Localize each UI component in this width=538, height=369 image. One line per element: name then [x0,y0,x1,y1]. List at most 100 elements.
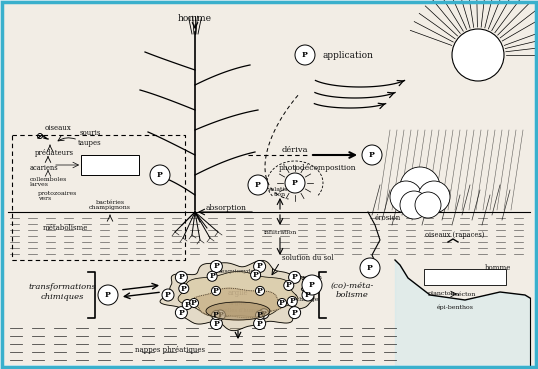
Text: métabolisme: métabolisme [43,224,88,232]
Circle shape [452,29,504,81]
Text: P: P [214,262,220,270]
Circle shape [182,300,192,310]
Text: P: P [257,311,263,319]
Circle shape [288,307,301,319]
Circle shape [189,299,199,307]
Text: acariens: acariens [30,164,59,172]
Text: érosion: érosion [375,214,401,222]
Text: sesquioxydes: sesquioxydes [218,269,258,273]
Circle shape [211,286,221,295]
Text: solution du sol: solution du sol [282,254,334,262]
Polygon shape [206,302,270,320]
Text: P: P [257,320,263,328]
Text: collemboles
larves: collemboles larves [30,177,67,187]
Polygon shape [160,261,314,331]
Circle shape [207,271,217,281]
Text: P: P [292,273,298,282]
Text: oiseaux (rapaces): oiseaux (rapaces) [426,231,485,239]
Text: P: P [157,171,163,179]
Text: P: P [213,287,219,295]
Text: P: P [292,179,298,187]
Text: échange: échange [293,296,319,302]
FancyBboxPatch shape [81,155,138,175]
Circle shape [210,261,222,272]
Text: P: P [309,281,315,289]
Text: P: P [302,51,308,59]
Circle shape [256,286,265,295]
Text: P: P [253,271,259,279]
Circle shape [360,258,380,278]
FancyBboxPatch shape [424,269,506,285]
Circle shape [248,175,268,195]
Circle shape [287,296,297,307]
Text: P: P [255,181,261,189]
Circle shape [415,192,441,218]
Text: P: P [191,299,197,307]
Text: photodécomposition: photodécomposition [279,164,357,172]
Circle shape [179,283,189,293]
Text: P: P [286,282,292,289]
Circle shape [215,310,225,320]
Text: oiseaux: oiseaux [45,124,72,132]
Text: prédateurs: prédateurs [35,149,74,157]
Text: P: P [305,291,311,299]
Text: application: application [322,51,373,59]
Text: bactéries
champignons: bactéries champignons [89,200,131,210]
Circle shape [295,45,315,65]
Circle shape [259,309,269,319]
Text: P: P [367,264,373,272]
Circle shape [210,318,222,330]
Text: homme: homme [178,14,212,23]
Text: P: P [213,311,219,319]
Text: souris
taupes: souris taupes [78,130,102,146]
Text: réseaux
alimentaires: réseaux alimentaires [89,160,129,170]
Text: P: P [181,284,187,293]
Polygon shape [178,272,298,317]
Text: P: P [179,308,185,317]
Circle shape [302,289,314,301]
Text: homme: homme [485,264,511,272]
Circle shape [98,285,118,305]
Circle shape [285,173,305,193]
Circle shape [150,165,170,185]
Circle shape [400,191,428,219]
Text: P: P [292,308,298,317]
Text: absorption: absorption [206,204,246,212]
Circle shape [175,271,187,283]
Circle shape [390,181,422,213]
Text: micelles d'humus: micelles d'humus [215,308,261,314]
Text: plancton: plancton [428,292,456,297]
Text: épi-benthos: épi-benthos [436,304,473,310]
Text: P: P [257,262,263,270]
Circle shape [211,311,221,320]
Circle shape [256,311,265,320]
Circle shape [253,318,266,330]
Text: bioconcentration: bioconcentration [436,273,494,281]
Text: nappes phréatiques: nappes phréatiques [135,346,205,354]
Circle shape [362,145,382,165]
FancyBboxPatch shape [4,4,534,365]
Text: protozoaires
vers: protozoaires vers [38,191,77,201]
Text: P: P [279,299,285,307]
Text: P: P [217,311,223,319]
Text: P: P [179,273,185,282]
Polygon shape [193,288,284,318]
Text: adsorption: adsorption [289,276,323,280]
Circle shape [162,289,174,301]
Circle shape [175,307,187,319]
Text: P: P [214,320,220,328]
Text: P: P [257,287,263,295]
Text: transformations
chimiques: transformations chimiques [28,283,96,301]
Circle shape [400,167,440,207]
Text: argile: argile [229,300,247,306]
Circle shape [284,280,294,290]
Text: volatisa-
tion: volatisa- tion [267,187,293,197]
Text: P: P [185,300,190,308]
Text: infiltration: infiltration [264,230,296,235]
Text: P: P [165,291,171,299]
Circle shape [418,181,450,213]
Circle shape [288,271,301,283]
Text: P: P [369,151,375,159]
Circle shape [253,261,266,272]
Text: P: P [289,297,295,306]
